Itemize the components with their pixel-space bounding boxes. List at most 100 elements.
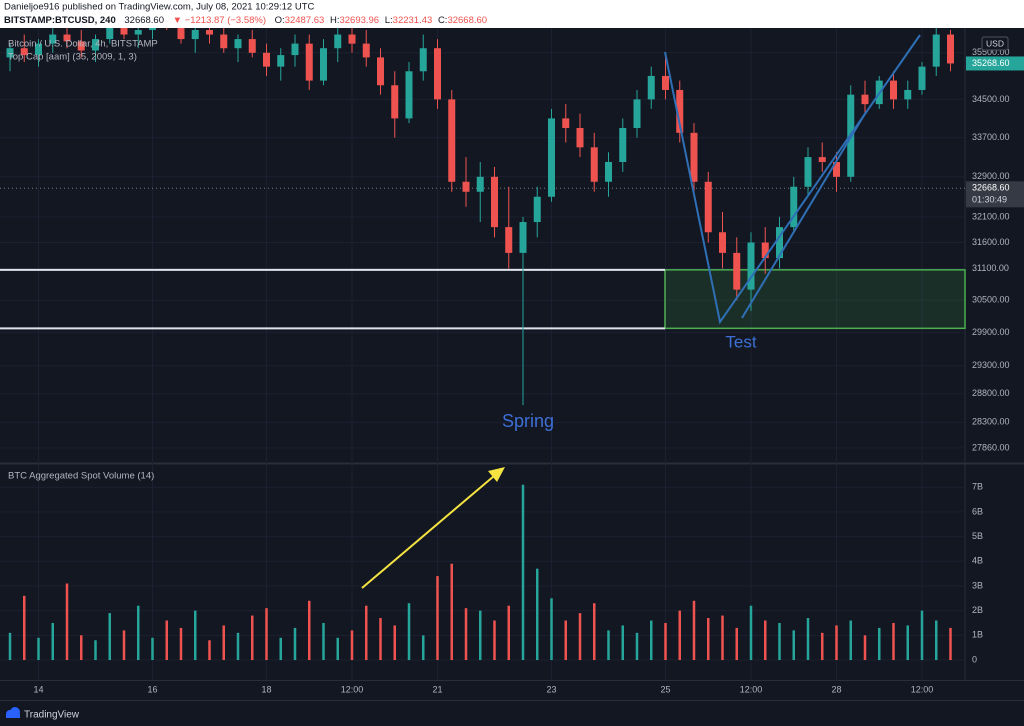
trendline xyxy=(664,34,921,325)
candle-body xyxy=(63,34,71,42)
volume-bar xyxy=(650,620,653,661)
candle-body xyxy=(248,39,256,53)
candle-body xyxy=(448,99,456,182)
arrow-line xyxy=(361,475,495,589)
volume xyxy=(8,484,952,661)
x-tick-label: 23 xyxy=(546,684,556,694)
candle-body xyxy=(747,242,755,290)
cap-price-box xyxy=(966,56,1024,71)
volume-bar xyxy=(23,595,26,661)
publisher: Danieljoe916 published on TradingView.co… xyxy=(4,2,314,13)
volume-bar xyxy=(536,568,539,661)
candle-body xyxy=(719,232,726,253)
indicator-title: Top Cap [aam] (35, 2009, 1, 3) xyxy=(8,52,137,63)
candle-body xyxy=(576,127,584,148)
candle-body xyxy=(320,48,327,81)
volume-bar xyxy=(749,605,753,661)
candle-body xyxy=(120,28,128,35)
y-tick-label: 32100.00 xyxy=(972,211,1010,221)
candle-body xyxy=(491,176,498,228)
candle-body xyxy=(191,30,199,40)
grid xyxy=(0,28,965,680)
x-tick-label: 16 xyxy=(147,684,157,694)
volume-bar xyxy=(664,622,667,661)
volume-bar xyxy=(450,563,453,661)
volume-bar xyxy=(835,625,838,661)
volume-bar xyxy=(778,622,781,661)
y-tick-label: 28800.00 xyxy=(972,388,1010,398)
candle-body xyxy=(590,147,598,182)
y2-tick-label: 1B xyxy=(972,630,983,640)
spring-annotation: Spring xyxy=(502,411,554,431)
candle-body xyxy=(904,89,912,100)
candle-body xyxy=(818,157,826,163)
candle-body xyxy=(134,30,142,35)
volume-bar xyxy=(422,635,425,661)
candle-body xyxy=(932,34,940,67)
volume-bar xyxy=(521,484,525,661)
candle-body xyxy=(149,28,156,30)
close: 32668.60 xyxy=(447,15,487,26)
cap-price-label: 35268.60 xyxy=(972,58,1010,68)
candle-body xyxy=(177,28,185,40)
high: 32693.96 xyxy=(339,15,379,26)
currency[interactable]: USD xyxy=(986,38,1004,48)
volume-bar xyxy=(949,627,952,661)
candle-body xyxy=(106,28,114,40)
candle-body xyxy=(662,75,669,90)
candle-body xyxy=(704,181,712,233)
volume-bar xyxy=(550,598,553,661)
volume-bar xyxy=(80,635,83,661)
open: 32487.63 xyxy=(285,15,325,26)
volume-bar xyxy=(379,618,382,661)
candle-body xyxy=(234,39,242,49)
volume-bar xyxy=(479,610,482,661)
candle-body xyxy=(462,181,470,192)
volume-bar xyxy=(821,632,824,661)
candle-body xyxy=(277,55,285,67)
volume-bar xyxy=(764,620,767,661)
volume-bar xyxy=(51,622,54,661)
x-tick-label: 18 xyxy=(261,684,271,694)
header-bg xyxy=(0,0,1024,28)
y-tick-label: 29300.00 xyxy=(972,360,1010,370)
volume-bar xyxy=(322,622,325,661)
x-tick-label: 28 xyxy=(831,684,841,694)
candle-body xyxy=(49,34,57,44)
high-label: H: xyxy=(330,15,340,26)
volume-bar xyxy=(65,583,69,661)
candle-body xyxy=(391,85,399,119)
currency-box[interactable] xyxy=(981,36,1009,51)
candle-body xyxy=(533,196,541,223)
y2-tick-label: 2B xyxy=(972,605,983,615)
candle-body xyxy=(476,176,484,192)
candle-body xyxy=(690,132,698,182)
test-annotation: Test xyxy=(725,332,756,351)
volume-bar xyxy=(707,618,710,661)
candle-body xyxy=(776,227,783,259)
candle-body xyxy=(790,186,798,228)
candle-body xyxy=(562,118,570,128)
candle-body xyxy=(348,34,356,44)
volume-bar xyxy=(165,620,168,661)
candle-body xyxy=(220,34,228,49)
volume-bar xyxy=(849,620,852,661)
volume-bar xyxy=(8,632,12,661)
y-tick-label: 27860.00 xyxy=(972,442,1010,452)
candle-body xyxy=(605,162,612,182)
symbol-line: BITSTAMP:BTCUSD, 240 32668.60 ▼ −1213.87… xyxy=(4,15,487,26)
volume-bar xyxy=(493,620,496,661)
candle-body xyxy=(419,48,427,72)
candle-body xyxy=(833,162,840,177)
candle-body xyxy=(305,43,313,81)
y-tick-label: 31600.00 xyxy=(972,237,1010,247)
brand: TradingView xyxy=(24,710,80,721)
volume-bar xyxy=(607,630,610,661)
volume-bar xyxy=(308,600,311,661)
y-tick-label: 31100.00 xyxy=(972,263,1009,273)
volume-bar xyxy=(94,640,97,661)
volume-bar xyxy=(37,637,40,661)
candle-body xyxy=(77,41,85,51)
volume-bar xyxy=(935,620,938,661)
volume-bar xyxy=(208,640,211,661)
